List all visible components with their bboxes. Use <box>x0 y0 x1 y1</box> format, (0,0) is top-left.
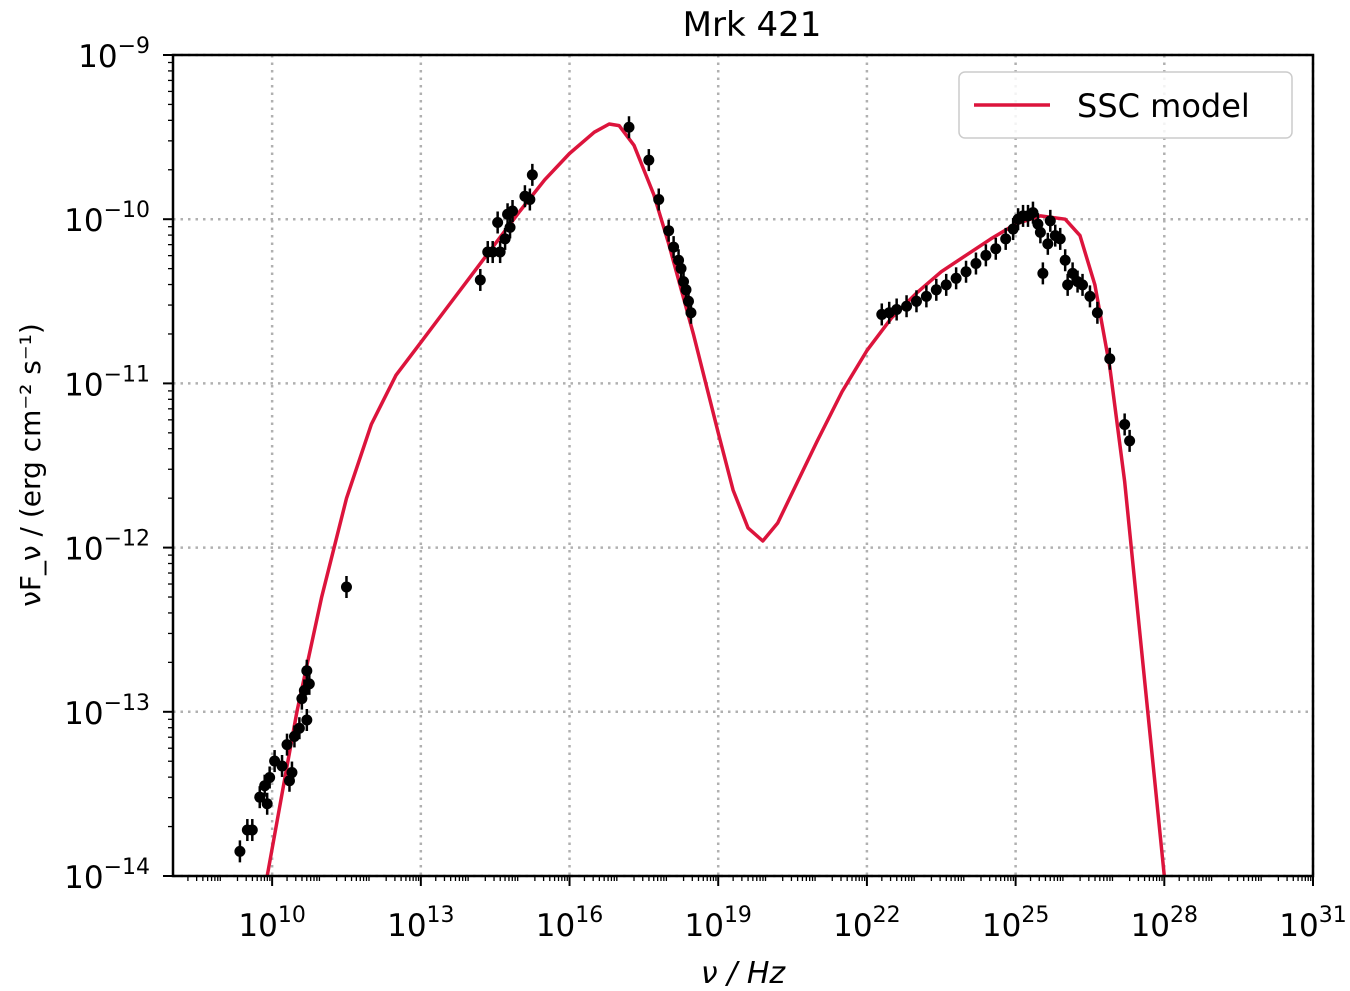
data-point <box>653 193 665 205</box>
data-point <box>234 845 246 857</box>
data-point <box>675 262 687 274</box>
data-point <box>499 233 511 245</box>
model-curve-layer <box>265 122 1167 877</box>
data-point <box>526 169 538 181</box>
data-point <box>340 581 352 593</box>
x-axis-label: ν / Hz <box>701 956 786 991</box>
data-point <box>254 791 266 803</box>
data-point <box>680 284 692 296</box>
data-point <box>623 121 635 133</box>
x-tick-label: 1031 <box>1279 903 1346 944</box>
x-tick-label: 1010 <box>238 903 305 944</box>
ssc-model-line <box>265 122 1167 877</box>
data-point <box>261 798 273 810</box>
data-point <box>1034 226 1046 238</box>
x-tick-label: 1016 <box>536 903 603 944</box>
data-point <box>286 767 298 779</box>
y-tick-label: 10−11 <box>64 362 150 403</box>
data-point <box>303 678 315 690</box>
data-point <box>920 290 932 302</box>
data-point <box>301 665 313 677</box>
y-tick-label: 10−13 <box>64 691 150 732</box>
data-point <box>264 771 276 783</box>
data-point <box>524 193 536 205</box>
data-point <box>301 714 313 726</box>
data-point <box>1044 215 1056 227</box>
x-tick-label: 1019 <box>684 903 751 944</box>
data-point <box>1027 207 1039 219</box>
y-tick-label: 10−14 <box>64 855 150 896</box>
data-points-layer <box>234 116 1136 863</box>
grid-lines <box>173 53 1315 878</box>
data-point <box>930 284 942 296</box>
data-point <box>1104 353 1116 365</box>
data-point <box>970 258 982 270</box>
data-point <box>1067 267 1079 279</box>
data-point <box>980 249 992 261</box>
x-tick-label: 1025 <box>982 903 1049 944</box>
data-point <box>259 780 271 792</box>
x-tick-label: 1013 <box>387 903 454 944</box>
x-tick-label: 1028 <box>1131 903 1198 944</box>
data-point <box>990 243 1002 255</box>
data-point <box>1084 290 1096 302</box>
data-point <box>663 225 675 237</box>
data-point <box>281 739 293 751</box>
data-point <box>504 221 516 233</box>
data-point <box>1124 435 1136 447</box>
data-point <box>1059 254 1071 266</box>
data-point <box>682 295 694 307</box>
data-point <box>494 246 506 258</box>
legend-box <box>958 71 1293 139</box>
data-point <box>276 760 288 772</box>
data-point <box>1042 238 1054 250</box>
data-point <box>507 205 519 217</box>
axes-ticks: 1010 1013 1016 1019 1022 1025 1028 1031 10−9 10−1… <box>64 34 1347 944</box>
y-tick-label: 10−9 <box>78 34 150 75</box>
data-point <box>950 272 962 284</box>
y-axis-label: νF_ν / (erg cm⁻² s⁻¹) <box>14 323 47 607</box>
chart-title: Mrk 421 <box>683 5 822 45</box>
x-tick-label: 1022 <box>833 903 900 944</box>
data-point <box>891 304 903 316</box>
data-point <box>1007 223 1019 235</box>
data-point <box>1077 279 1089 291</box>
data-point <box>960 266 972 278</box>
data-point <box>668 241 680 253</box>
data-point <box>1000 233 1012 245</box>
data-point <box>910 295 922 307</box>
data-point <box>940 279 952 291</box>
legend: SSC model <box>958 71 1293 139</box>
plot-frame <box>171 53 1315 878</box>
data-point <box>1091 307 1103 319</box>
data-point <box>643 154 655 166</box>
y-tick-label: 10−10 <box>64 198 150 239</box>
data-point <box>1119 418 1131 430</box>
data-point <box>1062 279 1074 291</box>
data-point <box>246 824 258 836</box>
data-point <box>474 274 486 286</box>
data-point <box>293 722 305 734</box>
data-point <box>492 216 504 228</box>
data-point <box>901 300 913 312</box>
data-point <box>685 307 697 319</box>
data-point <box>288 730 300 742</box>
data-point <box>1037 267 1049 279</box>
y-tick-label: 10−12 <box>64 527 150 568</box>
data-point <box>1054 233 1066 245</box>
legend-label-ssc-model: SSC model <box>1077 87 1250 125</box>
